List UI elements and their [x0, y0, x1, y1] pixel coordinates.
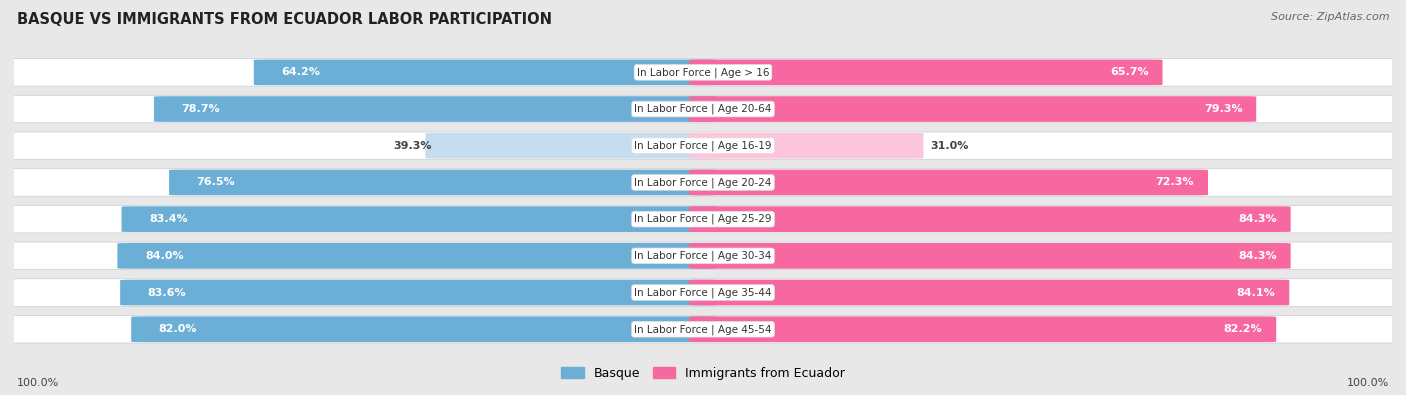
FancyBboxPatch shape	[0, 242, 1406, 270]
Text: 31.0%: 31.0%	[931, 141, 969, 151]
Text: 82.0%: 82.0%	[159, 324, 197, 334]
FancyBboxPatch shape	[169, 169, 717, 195]
Text: 78.7%: 78.7%	[181, 104, 221, 114]
Text: In Labor Force | Age 16-19: In Labor Force | Age 16-19	[634, 141, 772, 151]
Text: 84.3%: 84.3%	[1239, 214, 1277, 224]
FancyBboxPatch shape	[0, 95, 1406, 123]
Text: 84.3%: 84.3%	[1239, 251, 1277, 261]
Text: Source: ZipAtlas.com: Source: ZipAtlas.com	[1271, 12, 1389, 22]
FancyBboxPatch shape	[689, 96, 1256, 122]
Text: In Labor Force | Age 35-44: In Labor Force | Age 35-44	[634, 287, 772, 298]
Text: 76.5%: 76.5%	[197, 177, 235, 188]
Text: 100.0%: 100.0%	[17, 378, 59, 388]
FancyBboxPatch shape	[0, 205, 1406, 233]
FancyBboxPatch shape	[689, 243, 1291, 269]
Text: In Labor Force | Age 25-29: In Labor Force | Age 25-29	[634, 214, 772, 224]
FancyBboxPatch shape	[121, 206, 717, 232]
FancyBboxPatch shape	[689, 206, 1291, 232]
FancyBboxPatch shape	[689, 169, 1208, 195]
Text: 84.0%: 84.0%	[145, 251, 184, 261]
FancyBboxPatch shape	[426, 133, 717, 159]
Text: 79.3%: 79.3%	[1204, 104, 1243, 114]
FancyBboxPatch shape	[0, 132, 1406, 160]
FancyBboxPatch shape	[689, 280, 1289, 305]
Text: 65.7%: 65.7%	[1111, 68, 1149, 77]
Text: 100.0%: 100.0%	[1347, 378, 1389, 388]
Text: In Labor Force | Age 30-34: In Labor Force | Age 30-34	[634, 250, 772, 261]
Legend: Basque, Immigrants from Ecuador: Basque, Immigrants from Ecuador	[555, 362, 851, 385]
Text: In Labor Force | Age 20-24: In Labor Force | Age 20-24	[634, 177, 772, 188]
Text: 64.2%: 64.2%	[281, 68, 321, 77]
FancyBboxPatch shape	[153, 96, 717, 122]
FancyBboxPatch shape	[254, 60, 717, 85]
FancyBboxPatch shape	[0, 316, 1406, 343]
FancyBboxPatch shape	[118, 243, 717, 269]
Text: 83.4%: 83.4%	[149, 214, 188, 224]
Text: 83.6%: 83.6%	[148, 288, 187, 297]
Text: 72.3%: 72.3%	[1156, 177, 1194, 188]
FancyBboxPatch shape	[120, 280, 717, 305]
FancyBboxPatch shape	[0, 169, 1406, 196]
FancyBboxPatch shape	[689, 60, 1163, 85]
Text: In Labor Force | Age 45-54: In Labor Force | Age 45-54	[634, 324, 772, 335]
Text: BASQUE VS IMMIGRANTS FROM ECUADOR LABOR PARTICIPATION: BASQUE VS IMMIGRANTS FROM ECUADOR LABOR …	[17, 12, 553, 27]
Text: 82.2%: 82.2%	[1223, 324, 1263, 334]
FancyBboxPatch shape	[0, 279, 1406, 306]
Text: 84.1%: 84.1%	[1237, 288, 1275, 297]
FancyBboxPatch shape	[689, 133, 924, 159]
Text: 39.3%: 39.3%	[394, 141, 432, 151]
FancyBboxPatch shape	[0, 58, 1406, 86]
FancyBboxPatch shape	[131, 316, 717, 342]
FancyBboxPatch shape	[689, 316, 1277, 342]
Text: In Labor Force | Age 20-64: In Labor Force | Age 20-64	[634, 104, 772, 114]
Text: In Labor Force | Age > 16: In Labor Force | Age > 16	[637, 67, 769, 77]
